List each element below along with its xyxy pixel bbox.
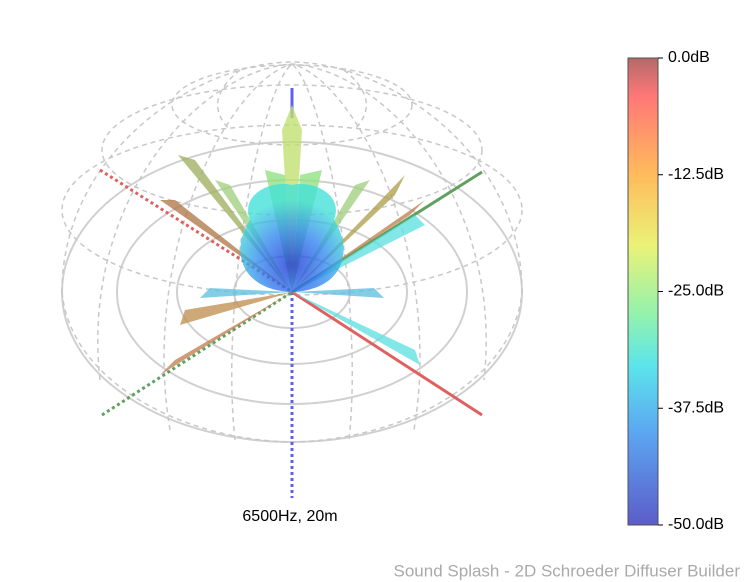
footer: Sound Splash - 2D Schroeder Diffuser Bui… bbox=[394, 561, 741, 580]
caption: 6500Hz, 20m bbox=[242, 508, 337, 525]
colorbar-tick-label: -25.0dB bbox=[668, 283, 724, 300]
colorbar bbox=[627, 57, 659, 526]
colorbar-tick-label: -50.0dB bbox=[668, 516, 724, 533]
colorbar-tick-label: -12.5dB bbox=[668, 166, 724, 183]
balloon bbox=[160, 105, 425, 375]
colorbar-tick-label: -37.5dB bbox=[668, 399, 724, 416]
colorbar-tick-label: 0.0dB bbox=[668, 49, 710, 66]
